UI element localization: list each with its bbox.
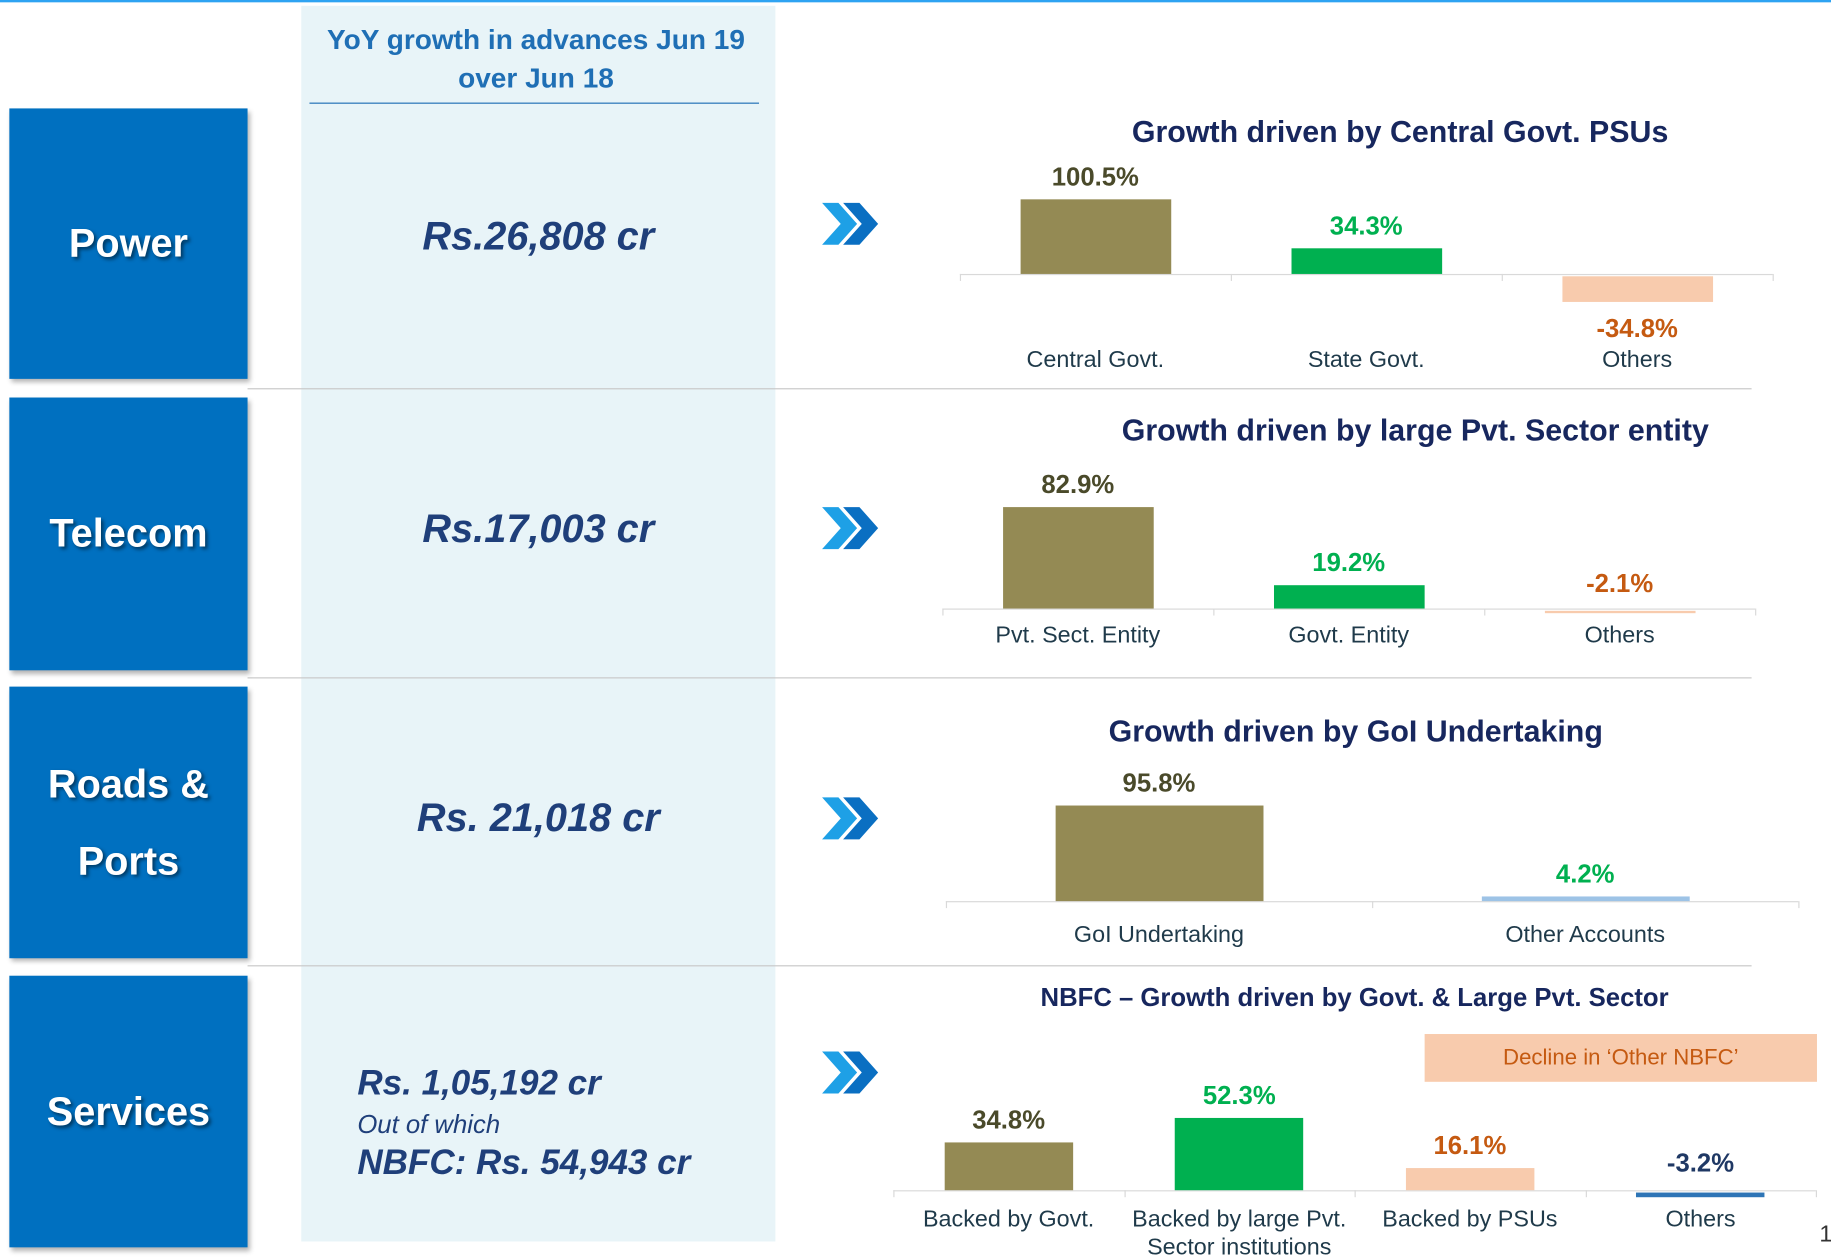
bar xyxy=(1020,199,1171,274)
chart-title: Growth driven by Central Govt. PSUs xyxy=(1131,114,1669,150)
axis-tick xyxy=(1585,1190,1587,1198)
bar xyxy=(1273,585,1425,609)
bar xyxy=(1290,248,1442,274)
bar xyxy=(1544,610,1695,614)
value-label: -3.2% xyxy=(1666,1148,1735,1178)
axis-tick xyxy=(1213,608,1215,616)
value-label: 100.5% xyxy=(1051,162,1139,192)
value-label: 19.2% xyxy=(1312,547,1386,577)
page-number: 1 xyxy=(1819,1222,1831,1249)
x-tick-label: Backed by PSUs xyxy=(1382,1206,1558,1233)
value-label: 4.2% xyxy=(1555,859,1615,889)
axis-tick xyxy=(1501,273,1503,281)
bar xyxy=(1561,276,1713,303)
axis-tick xyxy=(1798,901,1800,909)
x-tick-label: State Govt. xyxy=(1307,347,1425,374)
x-tick-label: Pvt. Sect. Entity xyxy=(995,622,1161,649)
sector-amount: Rs.17,003 cr xyxy=(422,507,655,552)
annotation: Decline in ‘Other NBFC’ xyxy=(1424,1034,1817,1082)
x-tick-label: GoI Undertaking xyxy=(1073,922,1244,948)
top-rule xyxy=(0,0,1831,3)
sector-amount: Rs. 21,018 cr xyxy=(416,796,660,841)
amount-panel xyxy=(301,5,776,1242)
sector-label: Power xyxy=(9,108,248,379)
chevron-icon xyxy=(822,1051,879,1094)
sector-amount: Rs. 1,05,192 cr xyxy=(357,1064,601,1103)
sector-nbfc: NBFC: Rs. 54,943 cr xyxy=(357,1143,691,1183)
axis-line xyxy=(959,273,1773,276)
bar xyxy=(1636,1192,1765,1197)
x-tick-label: Other Accounts xyxy=(1505,922,1666,948)
axis-tick xyxy=(1755,608,1757,616)
sector-label: Roads & Ports xyxy=(9,686,248,959)
axis-line xyxy=(942,608,1756,610)
sector-note: Out of which xyxy=(357,1109,501,1139)
axis-tick xyxy=(1123,1190,1126,1198)
value-label: 34.8% xyxy=(972,1104,1046,1134)
chevron-icon xyxy=(822,797,879,840)
separator xyxy=(247,677,1752,679)
chevrons xyxy=(822,202,879,1094)
chevron-icon xyxy=(822,507,879,550)
x-tick-label: Backed by Govt. xyxy=(922,1206,1095,1233)
axis-tick xyxy=(1372,901,1374,909)
bar xyxy=(1055,805,1263,902)
axis-tick xyxy=(1815,1190,1817,1198)
sector-label: Telecom xyxy=(9,397,248,671)
x-tick-label: Govt. Entity xyxy=(1288,622,1410,649)
axis-tick xyxy=(1230,273,1232,281)
x-tick-label: Others xyxy=(1584,622,1655,649)
x-tick-label: Backed by large Pvt. Sector institutions xyxy=(1132,1206,1347,1259)
chart-title: Growth driven by large Pvt. Sector entit… xyxy=(1121,412,1709,448)
x-tick-label: Central Govt. xyxy=(1026,347,1165,374)
bar xyxy=(1405,1167,1535,1191)
bar xyxy=(1175,1117,1304,1191)
axis-line xyxy=(945,901,1799,903)
separator xyxy=(247,965,1752,967)
sector-label: Services xyxy=(9,975,248,1248)
chart-title: Growth driven by GoI Undertaking xyxy=(1108,713,1603,749)
value-label: 95.8% xyxy=(1122,768,1196,798)
sector-amount: Rs.26,808 cr xyxy=(422,214,655,259)
axis-tick xyxy=(942,608,944,616)
bar xyxy=(1481,896,1690,902)
chart-title: NBFC – Growth driven by Govt. & Large Pv… xyxy=(1040,982,1669,1012)
axis-tick xyxy=(1772,273,1774,281)
value-label: 34.3% xyxy=(1329,211,1403,241)
axis-tick xyxy=(945,901,948,909)
chevron-icon xyxy=(822,202,879,245)
value-label: 82.9% xyxy=(1041,469,1115,499)
bar xyxy=(944,1142,1073,1191)
value-label: -2.1% xyxy=(1586,568,1654,598)
axis-tick xyxy=(1354,1190,1356,1198)
header-rule xyxy=(309,102,760,104)
value-label: -34.8% xyxy=(1596,313,1678,343)
x-tick-label: Others xyxy=(1665,1206,1736,1233)
axis-line xyxy=(893,1190,1816,1192)
separator xyxy=(247,388,1752,390)
axis-tick xyxy=(1484,608,1486,616)
x-tick-label: Others xyxy=(1602,347,1673,374)
header-title: YoY growth in advances Jun 19 over Jun 1… xyxy=(327,24,745,95)
value-label: 52.3% xyxy=(1202,1080,1276,1110)
bar xyxy=(1002,507,1154,609)
axis-tick xyxy=(959,273,962,281)
value-label: 16.1% xyxy=(1433,1130,1507,1160)
axis-tick xyxy=(893,1190,895,1198)
